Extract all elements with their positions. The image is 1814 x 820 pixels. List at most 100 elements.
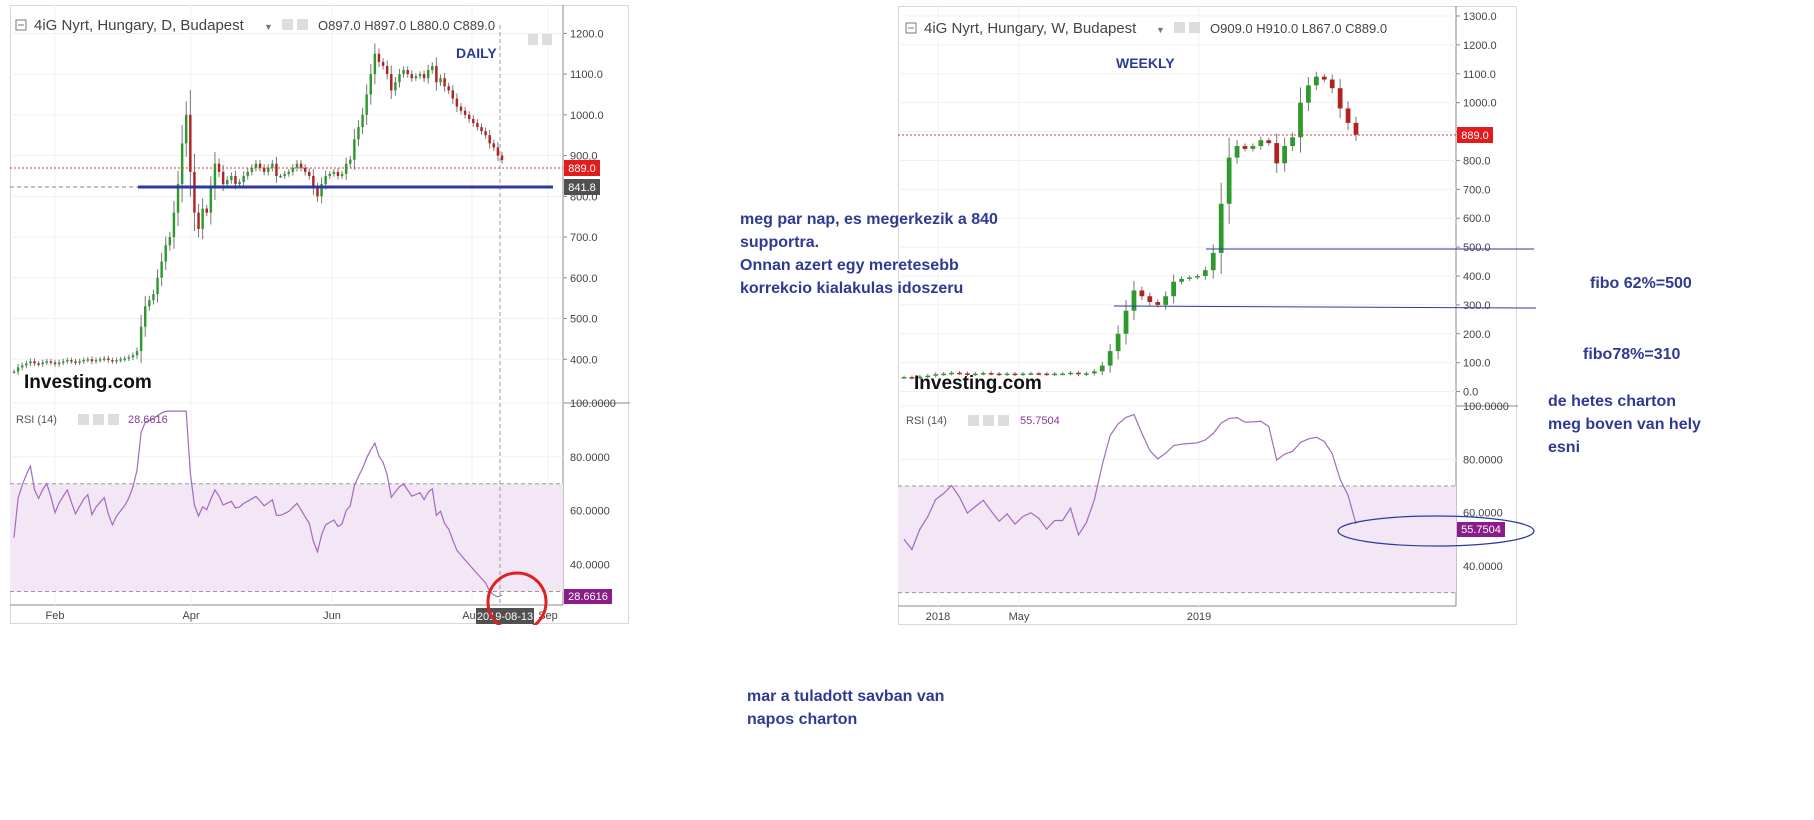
daily-rsi-refresh-icon[interactable] (93, 414, 104, 425)
daily-candle (406, 70, 409, 75)
weekly-note-line: de hetes charton (1548, 393, 1677, 410)
daily-candle (402, 70, 405, 75)
daily-candle (180, 143, 184, 185)
daily-settings-icon[interactable] (282, 19, 293, 30)
weekly-candle (1226, 157, 1232, 204)
daily-collapse-icon[interactable] (15, 19, 27, 31)
weekly-rsi-close-icon[interactable] (998, 415, 1009, 426)
daily-candle (447, 86, 450, 91)
daily-candle (287, 171, 290, 174)
daily-price-tick-label: 500.0 (570, 314, 598, 326)
weekly-candle (925, 375, 931, 378)
daily-candle (197, 212, 200, 229)
daily-candle (41, 362, 44, 365)
weekly-candle (1171, 281, 1176, 297)
daily-rsi-settings-icon[interactable] (78, 414, 89, 425)
daily-candle (394, 82, 397, 91)
daily-candle (86, 359, 90, 361)
weekly-candle (1187, 277, 1192, 279)
weekly-price-tick-label: 600.0 (1463, 213, 1491, 225)
daily-candle (426, 70, 430, 79)
daily-grid (10, 5, 563, 605)
weekly-note: de hetes charton meg boven van hely esni (1548, 390, 1701, 459)
daily-candle (488, 135, 491, 144)
daily-candle (152, 294, 155, 301)
daily-candle (336, 171, 340, 176)
daily-rsi-band-fill (10, 483, 563, 592)
daily-candle (205, 208, 208, 213)
weekly-candle (949, 372, 954, 375)
weekly-candle (1052, 373, 1058, 376)
support-note-line: meg par nap, es megerkezik a 840 (740, 211, 998, 228)
daily-title-chevron-icon[interactable]: ▼ (264, 22, 273, 32)
daily-candle (418, 74, 422, 77)
daily-candle (398, 74, 401, 83)
weekly-price-tick-label: 300.0 (1463, 300, 1491, 312)
daily-rsi-tick-label: 100.0000 (570, 398, 616, 410)
weekly-candle (1266, 140, 1272, 144)
weekly-time-tick-label: May (1009, 611, 1030, 623)
daily-candle (119, 359, 122, 361)
weekly-title-chevron-icon[interactable]: ▼ (1156, 25, 1165, 35)
daily-price-badge-bg (564, 160, 600, 176)
oversold-note-line: napos charton (747, 711, 858, 728)
daily-candle (226, 180, 229, 185)
weekly-candle (1353, 122, 1359, 135)
daily-candle (20, 365, 24, 368)
daily-candles (12, 43, 504, 376)
daily-candle (344, 163, 348, 174)
daily-candle (480, 127, 483, 132)
weekly-candle (1139, 290, 1145, 297)
daily-candle (164, 245, 167, 262)
daily-candle (472, 118, 475, 123)
daily-rsi-label[interactable]: RSI (14) (16, 414, 57, 426)
daily-candle (484, 131, 487, 136)
daily-axis-labels: 1200.01100.01000.0900.0800.0700.0600.050… (46, 28, 616, 622)
daily-candle (390, 74, 393, 91)
weekly-close-icon[interactable] (1189, 22, 1200, 33)
daily-candle (230, 175, 233, 181)
daily-candle (467, 114, 471, 119)
daily-time-tick-label: Apr (182, 610, 199, 622)
fibo78-label: fibo78%=310 (1583, 346, 1681, 363)
weekly-candle (1091, 371, 1097, 374)
daily-candle (275, 163, 278, 176)
weekly-label: WEEKLY (1116, 55, 1175, 71)
weekly-price-tick-label: 100.0 (1463, 358, 1491, 370)
weekly-price-tick-label: 0.0 (1463, 387, 1478, 399)
weekly-rsi-line (903, 413, 1357, 551)
daily-price-tick-label: 1200.0 (570, 28, 604, 40)
daily-candle (492, 143, 496, 148)
weekly-title[interactable]: 4iG Nyrt, Hungary, W, Budapest (924, 20, 1137, 37)
daily-close-icon[interactable] (297, 19, 308, 30)
daily-title[interactable]: 4iG Nyrt, Hungary, D, Budapest (34, 17, 245, 34)
weekly-candle (1321, 76, 1327, 80)
daily-info-icon[interactable] (528, 34, 538, 45)
weekly-rsi-tick-label: 40.0000 (1463, 561, 1503, 573)
weekly-rsi-settings-icon[interactable] (968, 415, 979, 426)
weekly-candle (1202, 270, 1208, 276)
daily-candle (357, 127, 360, 140)
daily-rsi-close-icon[interactable] (108, 414, 119, 425)
weekly-candle (1313, 76, 1319, 86)
weekly-settings-icon[interactable] (1174, 22, 1185, 33)
daily-time-tick-label: Jun (323, 610, 341, 622)
daily-label: DAILY (456, 45, 497, 61)
weekly-price-tick-label: 400.0 (1463, 271, 1491, 283)
weekly-rsi-band (898, 485, 1456, 594)
daily-candle (476, 122, 479, 128)
weekly-candle (1290, 137, 1295, 146)
weekly-candle (1036, 373, 1042, 375)
weekly-watermark: Investing.com (914, 373, 1042, 394)
weekly-rsi-label[interactable]: RSI (14) (906, 415, 947, 427)
weekly-collapse-icon[interactable] (905, 22, 917, 34)
daily-watermark: Investing.com (24, 372, 152, 393)
daily-alert-icon[interactable] (542, 34, 552, 45)
daily-candle (16, 367, 20, 372)
weekly-candle (1107, 351, 1113, 366)
daily-price-tick-label: 400.0 (570, 354, 598, 366)
weekly-candle (972, 373, 978, 376)
weekly-rsi-refresh-icon[interactable] (983, 415, 994, 426)
daily-candle (262, 167, 266, 172)
weekly-candle (1028, 373, 1034, 375)
